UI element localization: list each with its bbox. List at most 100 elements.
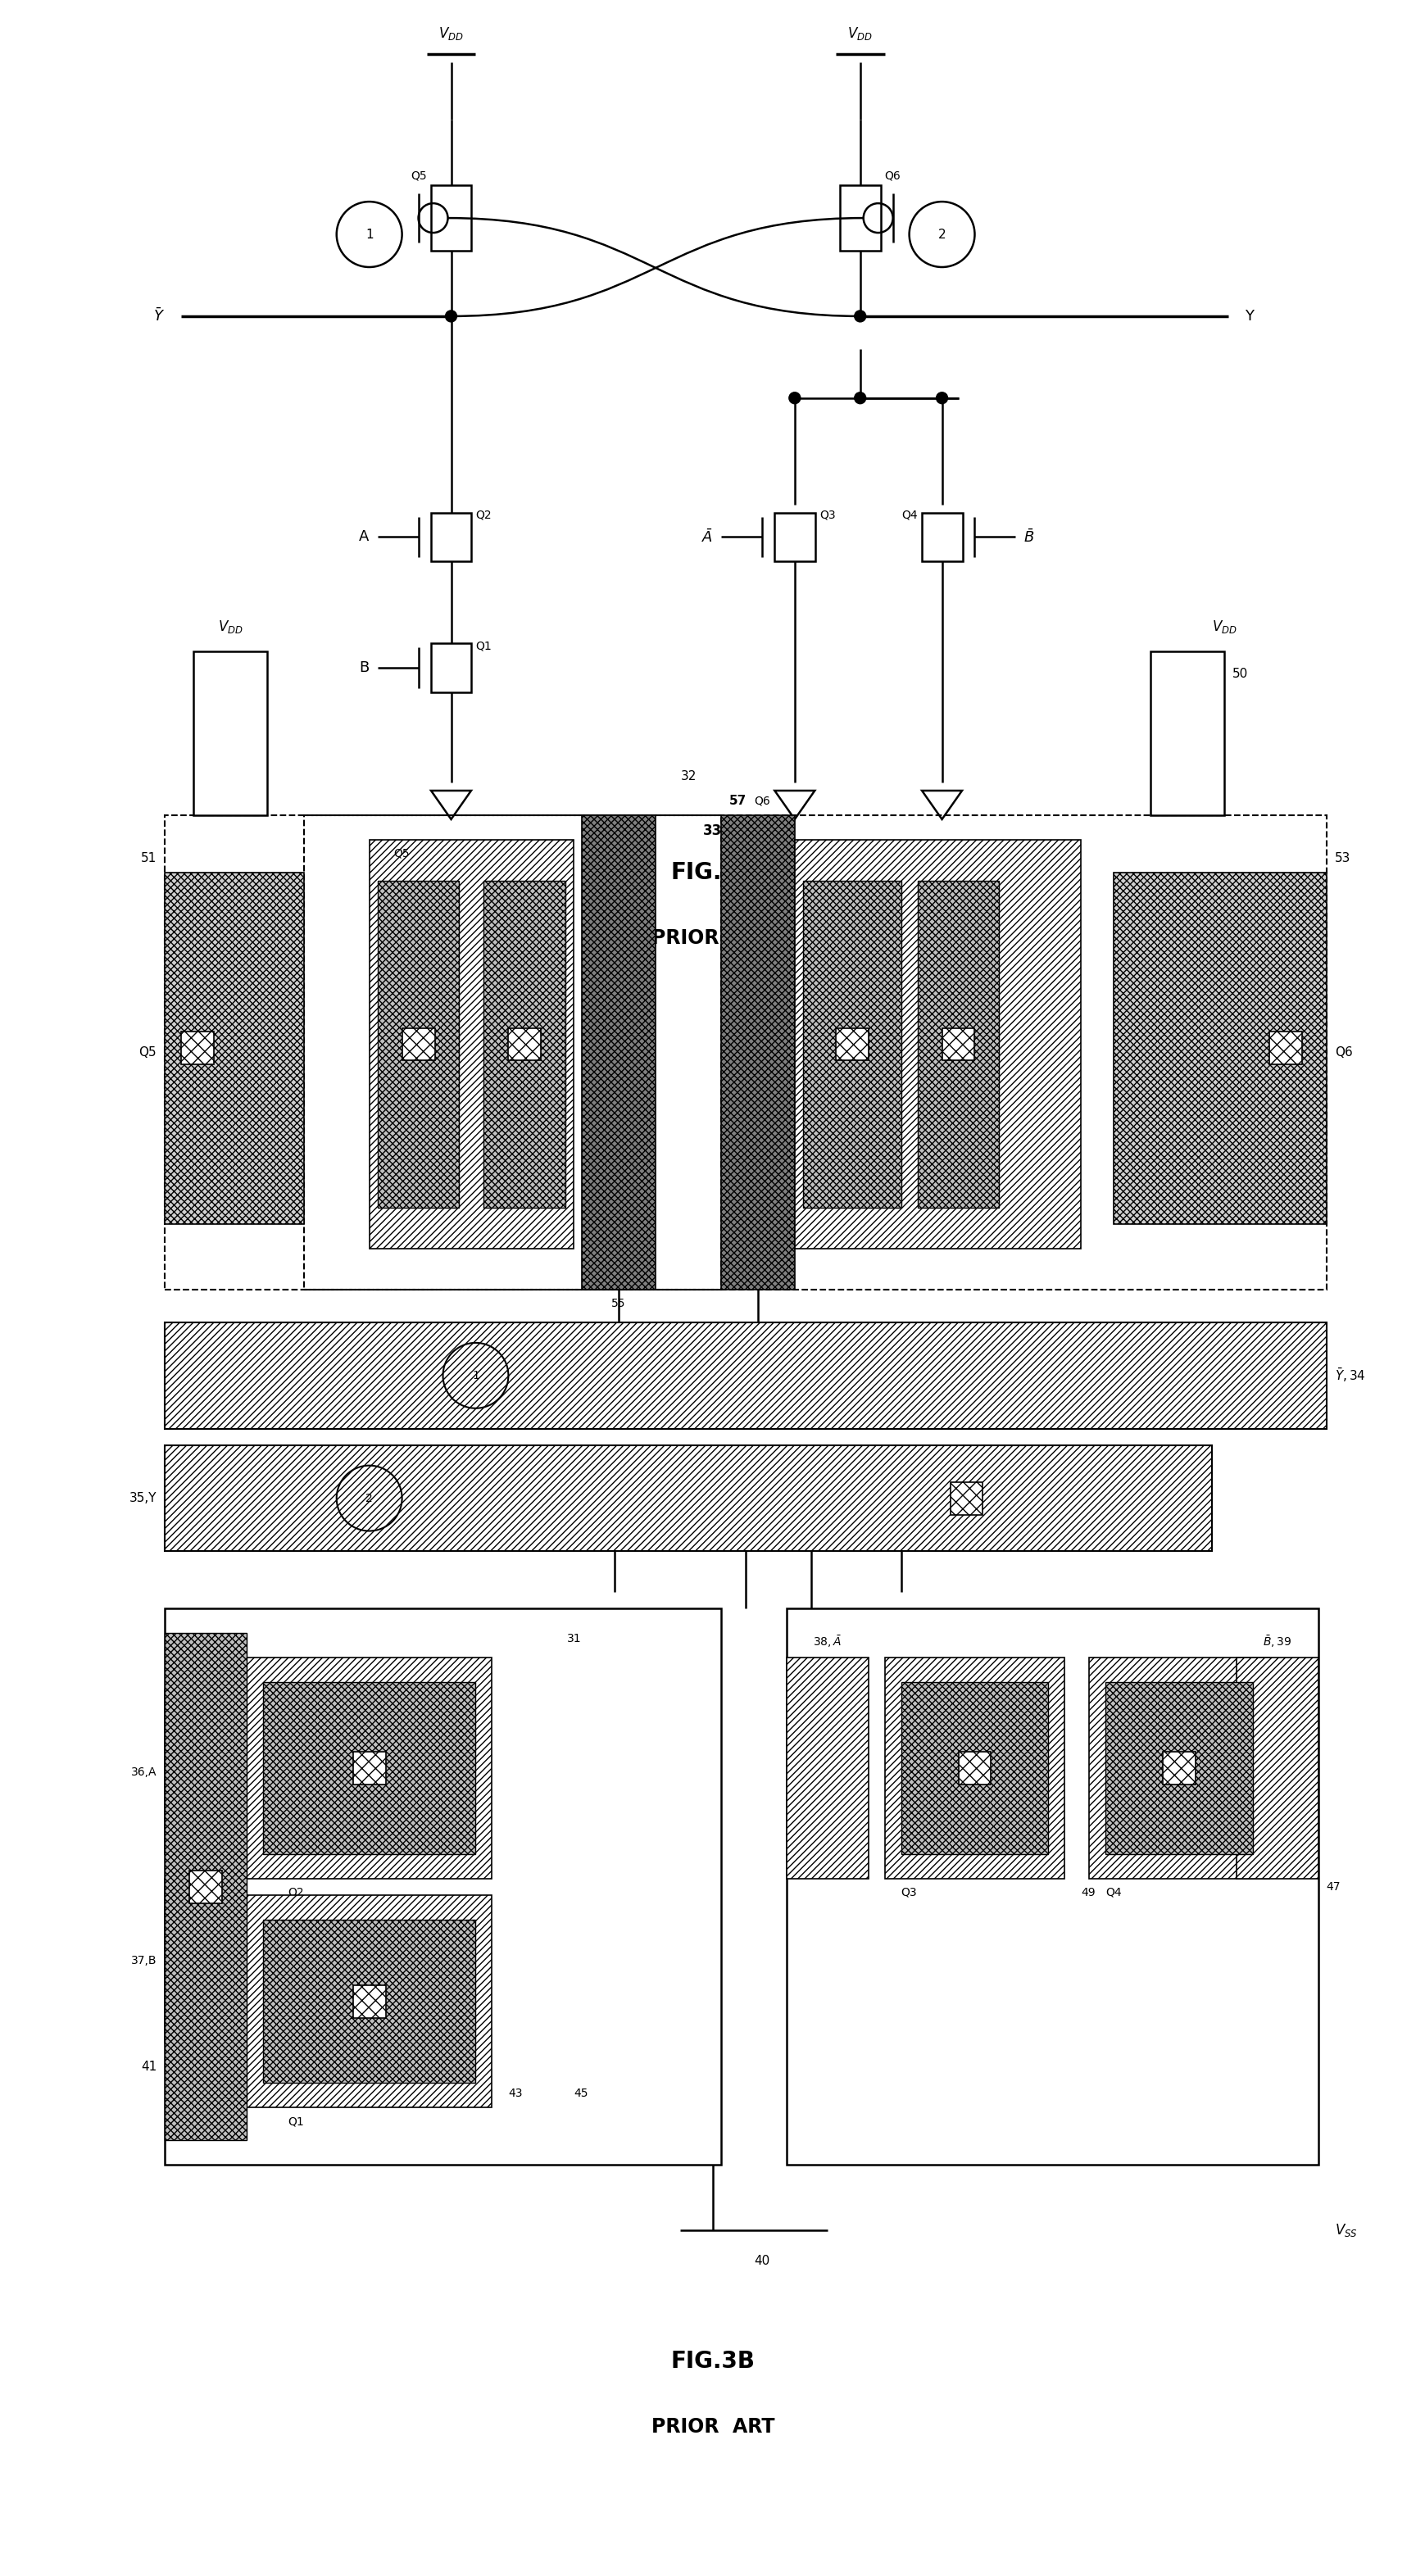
Bar	[430, 513, 472, 562]
Text: 57: 57	[728, 796, 747, 806]
Circle shape	[854, 312, 865, 322]
Text: 40: 40	[754, 2254, 770, 2267]
Bar	[165, 1607, 721, 2164]
Bar	[916, 881, 999, 1208]
Text: Q6: Q6	[754, 796, 770, 806]
Text: 33: 33	[703, 824, 722, 837]
Bar	[165, 1633, 247, 2141]
Bar	[774, 513, 815, 562]
Text: $\bar{Y},34$: $\bar{Y},34$	[1334, 1368, 1365, 1383]
Bar	[165, 814, 721, 1291]
Bar	[901, 1682, 1047, 1855]
Bar	[509, 1028, 542, 1061]
Bar	[884, 1659, 1064, 1878]
Text: $\bar{B},39$: $\bar{B},39$	[1263, 1633, 1291, 1649]
Text: Q6: Q6	[1334, 1046, 1352, 1059]
Bar	[802, 881, 901, 1208]
Bar	[430, 185, 472, 250]
Text: FIG.3B: FIG.3B	[670, 2349, 755, 2372]
Text: 37,B: 37,B	[131, 1955, 157, 1965]
Bar	[949, 1481, 982, 1515]
Text: $V_{SS}$: $V_{SS}$	[1334, 2223, 1357, 2239]
Bar	[794, 840, 1080, 1249]
Text: A: A	[359, 531, 369, 544]
Bar	[181, 1033, 214, 1064]
Text: $V_{DD}$: $V_{DD}$	[218, 618, 242, 636]
Bar	[353, 1752, 385, 1785]
Text: Q4: Q4	[901, 510, 916, 520]
Text: PRIOR  ART: PRIOR ART	[651, 927, 774, 948]
Text: 53: 53	[1334, 853, 1349, 866]
Bar	[1089, 1659, 1268, 1878]
Bar	[721, 814, 794, 1291]
Bar	[247, 1659, 492, 1878]
Text: Q3: Q3	[901, 1886, 916, 1899]
Bar	[1268, 1033, 1301, 1064]
Text: $V_{DD}$: $V_{DD}$	[439, 26, 463, 41]
Bar	[165, 1878, 229, 2043]
Text: $V_{DD}$: $V_{DD}$	[1211, 618, 1237, 636]
Bar	[190, 1870, 222, 1904]
Bar	[787, 1659, 868, 1878]
Text: 32: 32	[680, 770, 695, 783]
Text: $\bar{B}$: $\bar{B}$	[1023, 528, 1035, 546]
Text: Q5: Q5	[138, 1046, 157, 1059]
Text: B: B	[359, 659, 369, 675]
Text: 2: 2	[365, 1492, 373, 1504]
Bar	[835, 1028, 868, 1061]
Bar	[430, 644, 472, 693]
Bar	[787, 1607, 1318, 2164]
Bar	[165, 1321, 1325, 1430]
Text: 2: 2	[938, 229, 945, 240]
Text: 36,A: 36,A	[131, 1767, 157, 1777]
Text: 31: 31	[566, 1633, 581, 1643]
Circle shape	[788, 392, 799, 404]
Text: Q2: Q2	[476, 510, 492, 520]
Bar	[247, 1896, 492, 2107]
Bar	[839, 185, 881, 250]
Text: Q3: Q3	[819, 510, 835, 520]
Text: Q5: Q5	[393, 848, 409, 860]
Bar	[942, 1028, 975, 1061]
Bar	[194, 652, 266, 814]
Text: 1: 1	[365, 229, 373, 240]
Text: 43: 43	[509, 2089, 523, 2099]
Text: 55: 55	[611, 1298, 626, 1309]
Text: PRIOR  ART: PRIOR ART	[651, 2416, 774, 2437]
Text: 50: 50	[1231, 667, 1247, 680]
Bar	[262, 1919, 476, 2084]
Circle shape	[854, 392, 865, 404]
Text: n-well: n-well	[794, 855, 828, 868]
Text: 1: 1	[472, 1370, 479, 1381]
Bar	[1163, 1752, 1196, 1785]
Text: Y: Y	[1244, 309, 1253, 325]
Text: 45: 45	[573, 2089, 589, 2099]
Text: Q2: Q2	[288, 1886, 304, 1899]
Bar	[581, 814, 656, 1291]
Text: 41: 41	[141, 2061, 157, 2074]
Text: 47: 47	[1325, 1880, 1339, 1893]
Text: Q1: Q1	[288, 2115, 304, 2128]
Bar	[262, 1682, 476, 1855]
Bar	[369, 840, 573, 1249]
Text: FIG.3A: FIG.3A	[670, 860, 755, 884]
Text: Q5: Q5	[410, 170, 426, 180]
Bar	[483, 881, 566, 1208]
Text: 49: 49	[1080, 1886, 1094, 1899]
Bar	[304, 814, 1325, 1291]
Bar	[1113, 873, 1325, 1224]
Text: Q4: Q4	[1104, 1886, 1121, 1899]
Bar	[1104, 1682, 1253, 1855]
Text: Q1: Q1	[476, 639, 492, 652]
Bar	[402, 1028, 435, 1061]
Bar	[378, 881, 459, 1208]
Text: $38,\bar{A}$: $38,\bar{A}$	[812, 1633, 841, 1649]
Circle shape	[445, 312, 456, 322]
Bar	[353, 1986, 385, 2017]
Bar	[958, 1752, 990, 1785]
Text: Q6: Q6	[884, 170, 901, 180]
Bar	[921, 513, 962, 562]
Bar	[165, 1690, 229, 1855]
Bar	[165, 873, 304, 1224]
Text: 35,Y: 35,Y	[130, 1492, 157, 1504]
